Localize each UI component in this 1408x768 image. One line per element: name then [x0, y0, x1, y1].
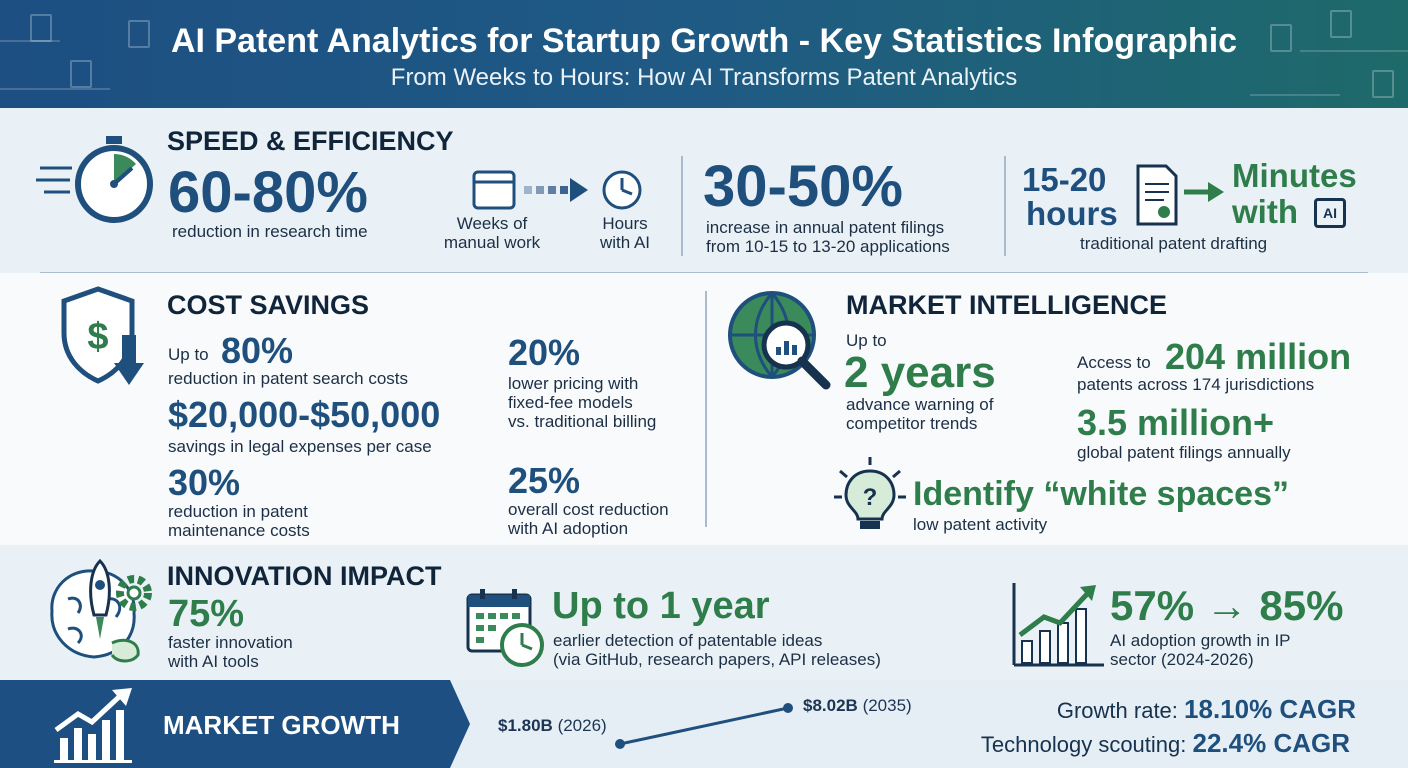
brain-rocket-icon — [50, 559, 152, 663]
start-value: $1.80B — [498, 716, 553, 735]
drafting-label: traditional patent drafting — [1080, 234, 1268, 253]
end-value: $8.02B — [803, 696, 858, 715]
series-line — [619, 706, 789, 746]
growth-section-title: MARKET GROWTH — [163, 710, 400, 740]
adoption-value: 57% → 85% — [1110, 582, 1344, 629]
warning-prefix: Up to — [846, 331, 887, 350]
stopwatch-icon — [36, 136, 153, 223]
global-filings-label: global patent filings annually — [1077, 443, 1291, 462]
scouting-rate-row: Technology scouting: 22.4% CAGR — [981, 728, 1350, 759]
innovation-section-title: INNOVATION IMPACT — [167, 561, 442, 591]
divider — [1004, 156, 1006, 256]
lightbulb-icon: ? — [834, 457, 906, 529]
end-value-label: $8.02B (2035) — [803, 696, 912, 716]
detection-value: Up to 1 year — [552, 585, 770, 627]
adoption-line2: sector (2024-2026) — [1110, 650, 1254, 669]
svg-text:?: ? — [863, 484, 878, 511]
scouting-rate-value: 22.4% CAGR — [1192, 728, 1351, 758]
speed-section-title: SPEED & EFFICIENCY — [167, 126, 454, 156]
legal-savings-label: savings in legal expenses per case — [168, 437, 432, 456]
divider — [681, 156, 683, 256]
filings-increase-line1: increase in annual patent filings — [706, 218, 945, 237]
detection-line1: earlier detection of patentable ideas — [553, 631, 823, 650]
research-reduction-label: reduction in research time — [172, 222, 368, 241]
warning-line1: advance warning of — [846, 395, 994, 414]
overall-line1: overall cost reduction — [508, 500, 669, 519]
access-value: 204 million — [1165, 336, 1352, 377]
ai-chip-icon: AI — [1314, 198, 1346, 228]
cost-section-title: COST SAVINGS — [167, 290, 370, 320]
adoption-line1: AI adoption growth in IP — [1110, 631, 1291, 650]
weeks-to-hours-arrow — [472, 170, 642, 210]
search-cost-value: 80% — [221, 330, 294, 371]
hours-ai-label: Hours with AI — [599, 214, 651, 252]
growth-rate-label: Growth rate: — [1056, 698, 1178, 723]
market-size-chart — [615, 703, 793, 749]
research-reduction-value: 60-80% — [168, 160, 368, 225]
pricing-line1: lower pricing with — [508, 374, 639, 393]
maintenance-value: 30% — [168, 462, 241, 503]
section-divider — [40, 272, 1368, 273]
pricing-line3: vs. traditional billing — [508, 412, 657, 431]
growth-rate-row: Growth rate: 18.10% CAGR — [1057, 694, 1356, 725]
drafting-minutes-value: Minutes — [1232, 157, 1357, 194]
search-prefix: Up to — [168, 345, 209, 364]
market-section-title: MARKET INTELLIGENCE — [846, 290, 1167, 320]
growth-chart-icon — [54, 688, 132, 763]
legal-savings-value: $20,000-$50,000 — [168, 394, 441, 435]
page-title: AI Patent Analytics for Startup Growth -… — [170, 22, 1238, 60]
cost-market-section: $ COST SAVINGS Up to 80% reduction in pa… — [0, 273, 1408, 545]
drafting-hours-unit: hours — [1026, 195, 1118, 232]
filings-increase-value: 30-50% — [703, 154, 903, 219]
overall-line2: with AI adoption — [508, 519, 629, 538]
whitespace-label: low patent activity — [913, 515, 1048, 534]
weeks-manual-label: Weeks of manual work — [443, 214, 541, 252]
data-point-2035 — [783, 703, 793, 713]
page-subtitle: From Weeks to Hours: How AI Transforms P… — [390, 64, 1018, 91]
maintenance-line2: maintenance costs — [168, 521, 310, 540]
faster-innovation-line1: faster innovation — [168, 633, 293, 652]
scouting-rate-label: Technology scouting: — [980, 732, 1187, 757]
access-label: patents across 174 jurisdictions — [1077, 375, 1315, 394]
start-year: (2026) — [557, 716, 607, 735]
pricing-value: 20% — [508, 332, 581, 373]
shield-dollar-icon: $ — [61, 286, 144, 385]
document-icon — [1136, 164, 1224, 226]
start-value-label: $1.80B (2026) — [498, 716, 607, 736]
end-year: (2035) — [862, 696, 912, 715]
growth-rate-value: 18.10% CAGR — [1184, 694, 1356, 724]
access-prefix: Access to — [1077, 353, 1151, 372]
whitespace-value: Identify “white spaces” — [913, 475, 1289, 513]
maintenance-line1: reduction in patent — [168, 502, 308, 521]
speed-efficiency-section: SPEED & EFFICIENCY 60-80% reduction in r… — [0, 108, 1408, 273]
calendar-clock-icon — [466, 589, 544, 667]
search-cost-label: reduction in patent search costs — [168, 369, 409, 388]
globe-magnifier-icon — [728, 291, 831, 390]
drafting-hours-value: 15-20 — [1022, 161, 1107, 198]
overall-value: 25% — [508, 460, 581, 501]
svg-text:$: $ — [87, 316, 108, 358]
market-growth-section: MARKET GROWTH $1.80B (2026) $8.02B (2035… — [0, 680, 1408, 768]
warning-line2: competitor trends — [846, 414, 978, 433]
data-point-2026 — [615, 739, 625, 749]
faster-innovation-line2: with AI tools — [168, 652, 259, 671]
detection-line2: (via GitHub, research papers, API releas… — [553, 650, 881, 669]
divider — [705, 291, 707, 527]
growth-bars-icon — [1012, 583, 1104, 667]
filings-increase-line2: from 10-15 to 13-20 applications — [706, 237, 950, 256]
warning-value: 2 years — [844, 348, 996, 397]
faster-innovation-value: 75% — [168, 593, 245, 635]
header-banner: AI Patent Analytics for Startup Growth -… — [0, 0, 1408, 108]
innovation-section: INNOVATION IMPACT 75% faster innovation … — [0, 545, 1408, 680]
pricing-line2: fixed-fee models — [508, 393, 633, 412]
global-filings-value: 3.5 million+ — [1077, 402, 1275, 443]
drafting-minutes-with: with — [1232, 193, 1298, 230]
